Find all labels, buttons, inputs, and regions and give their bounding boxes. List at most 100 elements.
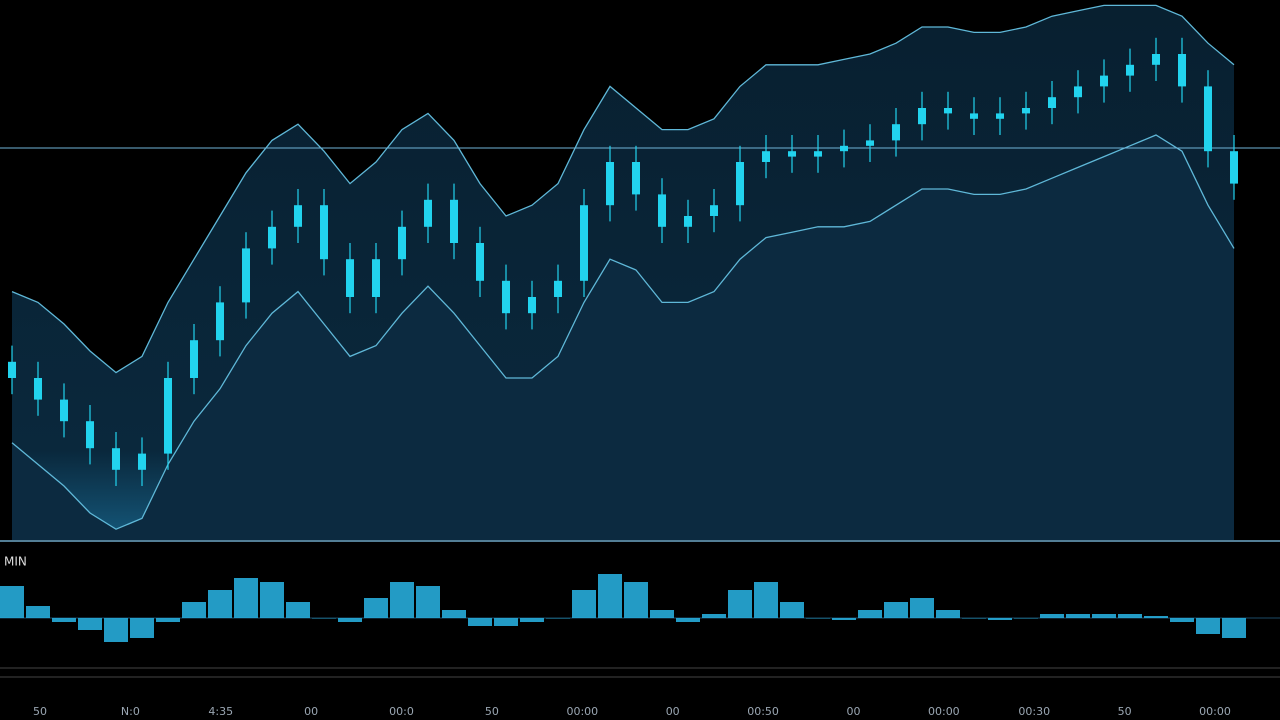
- oscillator-bar: [1196, 618, 1220, 634]
- oscillator-bar: [260, 582, 284, 618]
- oscillator-bar: [520, 618, 544, 622]
- candle-body: [1204, 86, 1212, 152]
- x-tick-label: 50: [485, 705, 499, 718]
- oscillator-bar: [754, 582, 778, 618]
- oscillator-bar: [338, 618, 362, 622]
- candle-body: [502, 280, 510, 314]
- candle-body: [658, 194, 666, 227]
- candle-body: [450, 199, 458, 243]
- oscillator-bar: [286, 602, 310, 618]
- candle-body: [1074, 86, 1082, 98]
- oscillator-bar: [78, 618, 102, 630]
- oscillator-bar: [416, 586, 440, 618]
- oscillator-bar: [26, 606, 50, 618]
- candle-body: [1126, 64, 1134, 76]
- candle-body: [944, 108, 952, 114]
- candle-body: [996, 113, 1004, 119]
- candle-body: [216, 302, 224, 341]
- candle-body: [190, 340, 198, 378]
- candle-body: [242, 248, 250, 303]
- oscillator-label: MIN: [4, 555, 27, 569]
- candle-body: [710, 205, 718, 216]
- candle-body: [918, 108, 926, 125]
- oscillator-bar: [572, 590, 596, 618]
- oscillator-bar: [52, 618, 76, 622]
- candle-body: [372, 259, 380, 297]
- x-tick-label: 4:35: [208, 705, 233, 718]
- x-tick-label: N:0: [121, 705, 140, 718]
- oscillator-bar: [962, 618, 986, 619]
- candle-body: [528, 297, 536, 314]
- candle-body: [8, 361, 16, 378]
- oscillator-bar: [208, 590, 232, 618]
- oscillator-bar: [104, 618, 128, 642]
- candle-body: [684, 216, 692, 227]
- oscillator-bar: [1222, 618, 1246, 638]
- x-tick-label: 00:00: [928, 705, 960, 718]
- oscillator-bar: [364, 598, 388, 618]
- x-tick-label: 50: [33, 705, 47, 718]
- x-tick-label: 00: [666, 705, 680, 718]
- candle-body: [34, 378, 42, 400]
- oscillator-bar: [624, 582, 648, 618]
- oscillator-bar: [676, 618, 700, 622]
- oscillator-bar: [910, 598, 934, 618]
- candle-body: [294, 205, 302, 227]
- oscillator-bar: [130, 618, 154, 638]
- x-tick-label: 00:00: [1199, 705, 1231, 718]
- band-line: [11, 4, 1235, 374]
- lower-area: [12, 135, 1234, 540]
- oscillator-bar: [390, 582, 414, 618]
- oscillator-bar: [1066, 614, 1090, 618]
- x-tick-label: 50: [1118, 705, 1132, 718]
- oscillator-bar: [1092, 614, 1116, 618]
- candle-body: [268, 226, 276, 249]
- oscillator-bar: [0, 586, 24, 618]
- candle-body: [320, 205, 328, 260]
- oscillator-bar: [156, 618, 180, 622]
- oscillator-bar: [442, 610, 466, 618]
- candle-body: [1152, 54, 1160, 65]
- oscillator-bar: [1040, 614, 1064, 618]
- candle-body: [840, 145, 848, 152]
- x-tick-label: 00:50: [747, 705, 779, 718]
- candle-body: [476, 243, 484, 281]
- oscillator-bar: [1014, 618, 1038, 619]
- candle-body: [1022, 108, 1030, 114]
- candle-body: [164, 378, 172, 454]
- x-tick-label: 00:00: [566, 705, 598, 718]
- oscillator-bar: [650, 610, 674, 618]
- candle-body: [1178, 54, 1186, 87]
- oscillator-bar: [546, 618, 570, 619]
- oscillator-bar: [780, 602, 804, 618]
- oscillator-bar: [1144, 616, 1168, 618]
- oscillator-bar: [832, 618, 856, 620]
- candle-body: [1048, 97, 1056, 108]
- candle-body: [398, 226, 406, 260]
- candle-body: [554, 280, 562, 297]
- candle-body: [1100, 75, 1108, 87]
- candle-body: [762, 151, 770, 162]
- candle-body: [112, 448, 120, 470]
- oscillator-bar: [182, 602, 206, 618]
- oscillator-bar: [988, 618, 1012, 620]
- oscillator-bar: [598, 574, 622, 618]
- candle-body: [814, 151, 822, 157]
- oscillator-bar: [1170, 618, 1194, 622]
- x-tick-label: 00: [846, 705, 860, 718]
- candle-body: [970, 113, 978, 119]
- oscillator-bar: [494, 618, 518, 626]
- oscillator-bar: [468, 618, 492, 626]
- oscillator-bar: [312, 618, 336, 619]
- band-line: [11, 134, 1235, 530]
- candle-body: [736, 162, 744, 206]
- candle-body: [580, 205, 588, 281]
- oscillator-bar: [234, 578, 258, 618]
- candle-body: [632, 162, 640, 195]
- candle-body: [1230, 151, 1238, 184]
- candle-body: [86, 421, 94, 449]
- candle-body: [424, 199, 432, 227]
- band-area: [12, 5, 1234, 530]
- candle-body: [788, 151, 796, 157]
